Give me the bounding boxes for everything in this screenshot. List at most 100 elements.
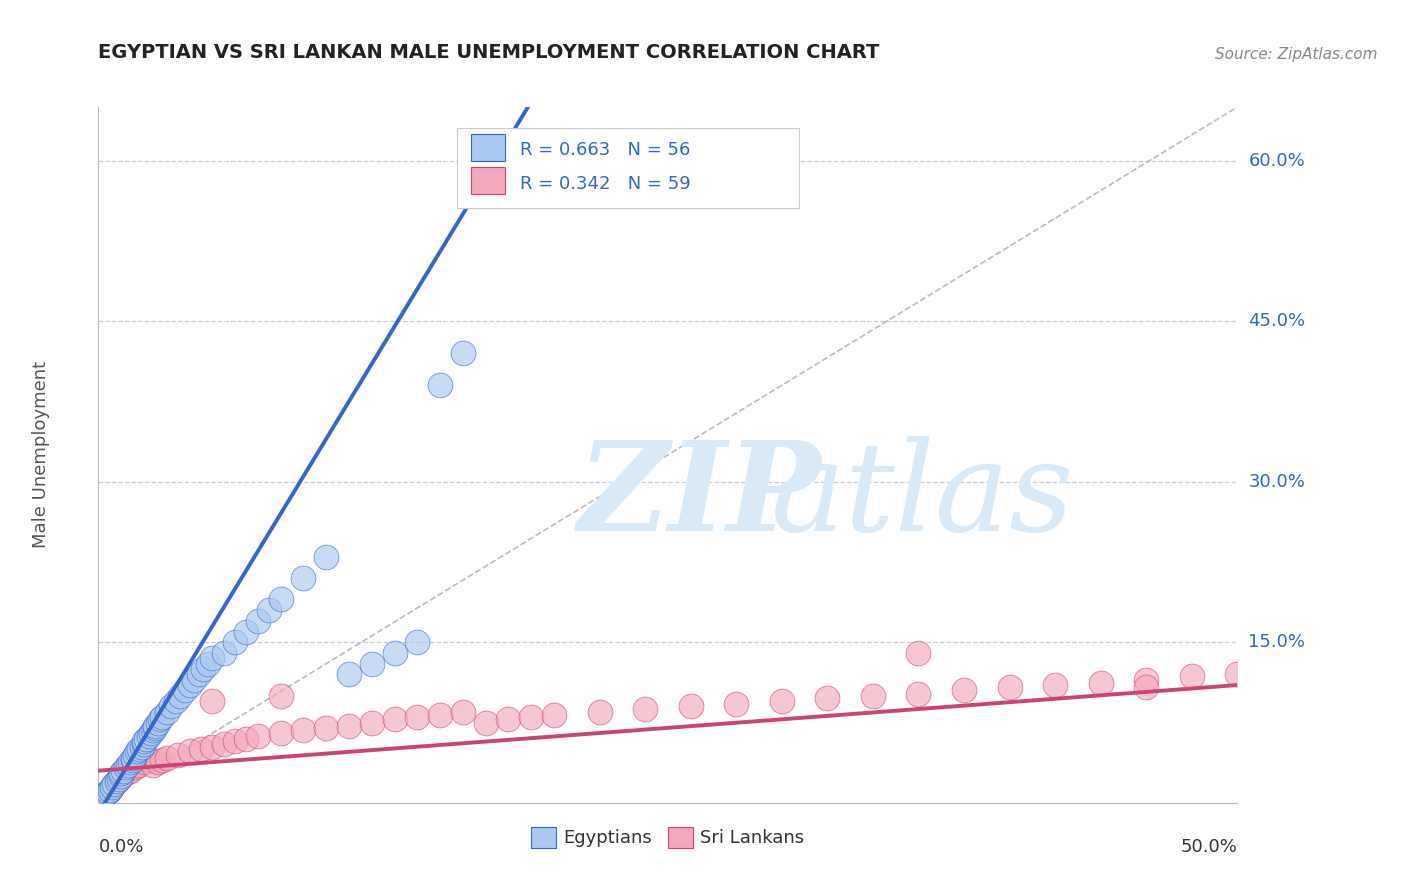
Text: ZIP: ZIP [576, 436, 821, 558]
Point [132, 737, 155, 751]
Point [132, 733, 155, 747]
Point [145, 721, 167, 735]
Point [135, 731, 157, 746]
Point [337, 667, 360, 681]
Point [179, 744, 201, 758]
Text: Male Unemployment: Male Unemployment [32, 361, 51, 549]
Point [114, 765, 136, 780]
Point [117, 758, 139, 772]
Point [105, 774, 128, 789]
Point [139, 726, 162, 740]
Point [451, 705, 474, 719]
Point [770, 694, 793, 708]
Point [142, 723, 165, 737]
Point [156, 705, 179, 719]
Point [197, 657, 219, 671]
Point [146, 755, 169, 769]
Text: 30.0%: 30.0% [1249, 473, 1305, 491]
Point [127, 744, 149, 758]
Point [907, 646, 929, 660]
Point [146, 715, 169, 730]
Text: R = 0.663   N = 56: R = 0.663 N = 56 [520, 141, 690, 159]
Bar [471, 167, 505, 194]
Point [815, 690, 838, 705]
Text: 60.0%: 60.0% [1249, 152, 1305, 169]
Point [1135, 673, 1157, 687]
Point [725, 698, 748, 712]
Point [451, 346, 474, 360]
Point [103, 776, 125, 790]
Text: 45.0%: 45.0% [1249, 312, 1306, 330]
Point [145, 719, 167, 733]
Point [103, 776, 125, 790]
Text: 15.0%: 15.0% [1249, 633, 1305, 651]
Point [94, 787, 117, 801]
Point [98, 783, 121, 797]
FancyBboxPatch shape [457, 128, 799, 208]
Point [169, 689, 191, 703]
Point [588, 705, 610, 719]
Point [235, 731, 257, 746]
Point [270, 726, 292, 740]
Point [201, 694, 224, 708]
Point [634, 701, 657, 715]
Text: Source: ZipAtlas.com: Source: ZipAtlas.com [1215, 47, 1378, 62]
Point [998, 680, 1021, 694]
Point [201, 740, 224, 755]
Point [128, 758, 150, 772]
Text: R = 0.342   N = 59: R = 0.342 N = 59 [520, 175, 690, 193]
Point [212, 646, 235, 660]
Point [156, 751, 179, 765]
Point [360, 715, 382, 730]
Point [98, 783, 121, 797]
Point [138, 730, 160, 744]
Text: 50.0%: 50.0% [1181, 838, 1237, 855]
Point [315, 549, 337, 564]
Point [520, 710, 543, 724]
Point [543, 708, 565, 723]
Point [360, 657, 382, 671]
Point [1043, 678, 1066, 692]
Point [315, 721, 337, 735]
Point [183, 673, 205, 687]
Point [406, 710, 429, 724]
Text: 0.0%: 0.0% [98, 838, 143, 855]
Point [292, 723, 315, 737]
Point [224, 733, 246, 747]
Point [112, 764, 135, 778]
Point [108, 772, 131, 787]
Point [1090, 676, 1112, 690]
Point [150, 753, 173, 767]
Point [429, 708, 451, 723]
Point [429, 378, 451, 392]
Point [907, 687, 929, 701]
Point [474, 715, 496, 730]
Point [1226, 667, 1249, 681]
Point [110, 765, 132, 780]
Point [212, 737, 235, 751]
Point [94, 787, 117, 801]
Point [165, 694, 187, 708]
Point [190, 742, 212, 756]
Point [138, 753, 160, 767]
Text: Egyptians: Egyptians [562, 829, 652, 847]
Bar [668, 827, 693, 848]
Point [193, 662, 215, 676]
Point [1135, 680, 1157, 694]
Point [124, 760, 146, 774]
Point [121, 751, 143, 765]
Point [160, 699, 183, 714]
Bar [531, 827, 557, 848]
Point [235, 624, 257, 639]
Point [337, 719, 360, 733]
Point [270, 689, 292, 703]
Text: EGYPTIAN VS SRI LANKAN MALE UNEMPLOYMENT CORRELATION CHART: EGYPTIAN VS SRI LANKAN MALE UNEMPLOYMENT… [98, 44, 880, 62]
Point [96, 785, 118, 799]
Point [498, 712, 520, 726]
Point [110, 769, 132, 783]
Point [179, 678, 201, 692]
Point [121, 753, 143, 767]
Point [150, 710, 173, 724]
Point [120, 755, 142, 769]
Point [167, 747, 190, 762]
